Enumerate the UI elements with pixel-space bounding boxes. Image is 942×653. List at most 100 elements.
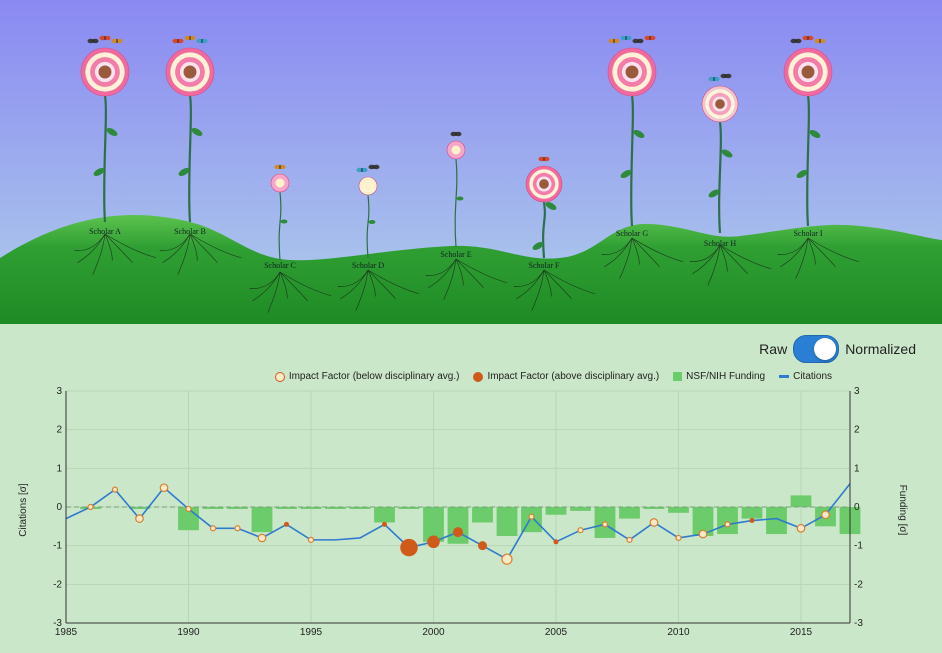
- bar-swatch-icon: [673, 372, 683, 381]
- leaf: [545, 202, 557, 210]
- y-right-tick-label: 0: [854, 502, 860, 513]
- impact-point-below[interactable]: [821, 510, 830, 520]
- scholar-flower[interactable]: Scholar D: [352, 164, 384, 270]
- impact-point-below[interactable]: [649, 518, 659, 527]
- impact-point-above[interactable]: [284, 521, 289, 527]
- legend-funding[interactable]: NSF/NIH Funding: [673, 371, 765, 382]
- leaf: [93, 168, 105, 176]
- scholar-flower[interactable]: Scholar I: [783, 35, 833, 238]
- impact-point-below[interactable]: [626, 536, 633, 543]
- impact-point-below[interactable]: [159, 483, 169, 493]
- root: [807, 237, 816, 265]
- root: [162, 233, 191, 264]
- switch-knob[interactable]: [814, 338, 837, 360]
- toggle-label-raw[interactable]: Raw: [759, 341, 788, 357]
- funding-bar[interactable]: [717, 507, 738, 535]
- stem: [103, 95, 107, 223]
- funding-bar[interactable]: [276, 507, 297, 509]
- funding-bar[interactable]: [129, 507, 150, 509]
- root: [780, 237, 809, 268]
- funding-bar[interactable]: [325, 507, 346, 509]
- butterfly-icon: [790, 38, 802, 44]
- x-tick-label: 1995: [300, 627, 323, 638]
- root: [104, 233, 133, 264]
- y-left-tick-label: -3: [53, 618, 62, 629]
- funding-bar[interactable]: [668, 507, 689, 513]
- funding-bar[interactable]: [570, 507, 591, 511]
- funding-bar[interactable]: [766, 507, 787, 535]
- impact-point-below[interactable]: [135, 514, 144, 523]
- scholar-flower[interactable]: Scholar A: [80, 35, 130, 236]
- impact-point-below[interactable]: [87, 503, 94, 511]
- funding-bar[interactable]: [496, 507, 518, 536]
- y-left-axis-label: Citations [σ]: [18, 483, 29, 537]
- petal-ring: [451, 145, 461, 155]
- root: [279, 271, 288, 299]
- funding-bar[interactable]: [447, 507, 469, 544]
- x-tick-label: 1985: [55, 627, 78, 638]
- legend-impact-above[interactable]: Impact Factor (above disciplinary avg.): [473, 371, 659, 382]
- scholar-label: Scholar C: [264, 261, 296, 270]
- scholar-flower[interactable]: Scholar H: [701, 73, 739, 248]
- scholar-flower[interactable]: Scholar C: [264, 164, 296, 270]
- butterfly-icon: [814, 38, 826, 44]
- funding-bar[interactable]: [227, 507, 248, 509]
- stem: [366, 194, 370, 259]
- chart-legend: Impact Factor (below disciplinary avg.) …: [274, 371, 832, 382]
- impact-point-below[interactable]: [796, 523, 806, 533]
- normalize-switch[interactable]: [793, 335, 840, 363]
- citations-funding-chart: 1985 1990 1995 2000 2005 2010 2015-3 -3-2 -2-1 -1…: [18, 386, 908, 638]
- funding-bar[interactable]: [643, 507, 665, 509]
- funding-bar[interactable]: [300, 507, 322, 509]
- stem: [454, 158, 458, 248]
- impact-point-below[interactable]: [528, 513, 535, 520]
- root: [77, 233, 106, 264]
- scholar-label: Scholar D: [352, 261, 384, 270]
- impact-point-above[interactable]: [453, 527, 463, 538]
- funding-bar[interactable]: [619, 507, 640, 519]
- scholar-flower[interactable]: Scholar F: [525, 156, 563, 270]
- impact-point-below[interactable]: [501, 553, 513, 565]
- funding-bar[interactable]: [790, 495, 812, 507]
- funding-bar[interactable]: [398, 507, 420, 509]
- scholar-label: Scholar I: [793, 229, 822, 238]
- impact-point-above[interactable]: [749, 518, 755, 524]
- impact-point-above[interactable]: [382, 521, 387, 527]
- impact-point-above[interactable]: [478, 541, 487, 551]
- impact-point-below[interactable]: [257, 533, 267, 543]
- funding-bar[interactable]: [423, 507, 444, 542]
- impact-point-below[interactable]: [307, 536, 315, 543]
- root: [177, 233, 191, 275]
- root: [367, 269, 376, 297]
- impact-point-below[interactable]: [698, 529, 708, 539]
- funding-bar[interactable]: [472, 507, 493, 523]
- impact-point-below[interactable]: [234, 525, 241, 532]
- impact-point-below[interactable]: [724, 521, 731, 528]
- legend-citations[interactable]: Citations: [779, 371, 832, 382]
- root: [189, 233, 242, 259]
- impact-point-above[interactable]: [553, 539, 559, 545]
- impact-point-below[interactable]: [209, 525, 217, 532]
- toggle-label-normalized[interactable]: Normalized: [845, 341, 916, 357]
- funding-bar[interactable]: [374, 507, 395, 523]
- funding-bar[interactable]: [741, 507, 763, 519]
- butterfly-icon: [172, 38, 184, 44]
- impact-point-below[interactable]: [185, 505, 192, 513]
- scholar-flower[interactable]: Scholar E: [440, 131, 472, 259]
- impact-point-above[interactable]: [427, 535, 440, 549]
- funding-bar[interactable]: [202, 507, 224, 509]
- impact-point-below[interactable]: [601, 521, 609, 528]
- impact-point-below[interactable]: [111, 486, 119, 493]
- funding-bar[interactable]: [545, 507, 567, 515]
- legend-impact-below[interactable]: Impact Factor (below disciplinary avg.): [274, 371, 459, 382]
- scholar-flower[interactable]: Scholar B: [165, 35, 215, 236]
- impact-point-below[interactable]: [675, 534, 682, 542]
- impact-point-below[interactable]: [577, 527, 584, 534]
- impact-point-above[interactable]: [400, 538, 418, 557]
- funding-bar[interactable]: [251, 507, 273, 533]
- funding-bar[interactable]: [349, 507, 371, 509]
- scholar-label: Scholar H: [704, 239, 736, 248]
- funding-bar[interactable]: [692, 507, 714, 536]
- scholar-flower[interactable]: Scholar G: [607, 35, 657, 238]
- leaf: [708, 189, 720, 198]
